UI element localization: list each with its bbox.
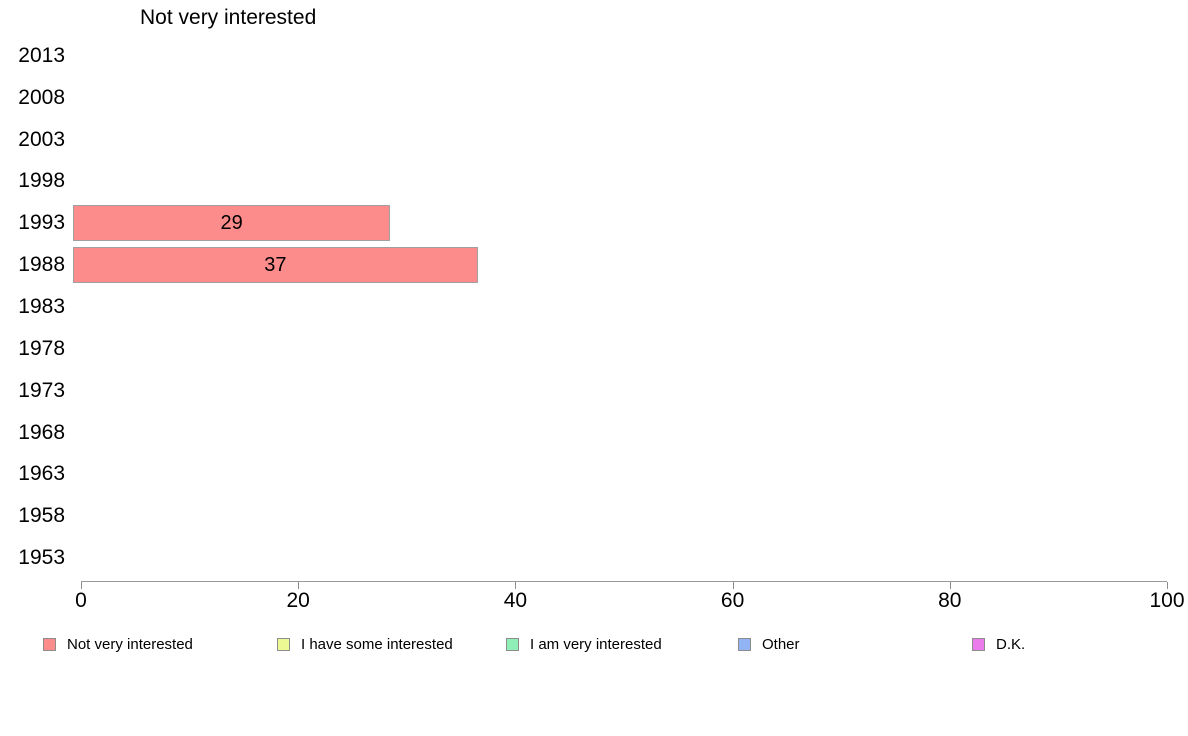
bar-track bbox=[73, 412, 1167, 454]
legend-label: Not very interested bbox=[67, 636, 193, 653]
bar-track: 37 bbox=[73, 244, 1167, 286]
y-axis-label: 2008 bbox=[18, 85, 65, 109]
y-axis-label: 2013 bbox=[18, 43, 65, 67]
legend-label: Other bbox=[762, 636, 800, 653]
bar: 29 bbox=[73, 205, 391, 242]
x-axis-tick-label: 60 bbox=[720, 589, 745, 612]
y-axis-label: 1993 bbox=[18, 211, 65, 235]
x-axis-tick-label: 80 bbox=[938, 589, 962, 612]
bar-track bbox=[73, 370, 1167, 412]
bar-track bbox=[73, 328, 1167, 370]
category-row: 1993 29 bbox=[0, 202, 1167, 244]
legend-item: Other bbox=[738, 636, 800, 653]
legend-item: I have some interested bbox=[277, 636, 453, 653]
y-axis-label: 1973 bbox=[18, 378, 65, 402]
y-axis-label: 1968 bbox=[18, 420, 65, 444]
legend-item: I am very interested bbox=[506, 636, 662, 653]
category-row: 1988 37 bbox=[0, 244, 1167, 286]
bar-value-label: 37 bbox=[264, 253, 287, 276]
bar-value-label: 29 bbox=[220, 211, 243, 234]
legend-swatch bbox=[277, 638, 290, 651]
x-axis-tick bbox=[1167, 582, 1168, 589]
bar-track bbox=[73, 35, 1167, 77]
bar-track: 29 bbox=[73, 202, 1167, 244]
x-axis-tick bbox=[949, 582, 951, 589]
bar-track bbox=[73, 161, 1167, 203]
legend-item: Not very interested bbox=[43, 636, 193, 653]
category-row: 2008 bbox=[0, 77, 1167, 119]
legend-swatch bbox=[506, 638, 519, 651]
bar-track bbox=[73, 286, 1167, 328]
bar: 37 bbox=[73, 247, 478, 284]
legend-label: D.K. bbox=[996, 636, 1026, 653]
x-axis-tick bbox=[298, 582, 300, 589]
category-row: 1953 bbox=[0, 537, 1167, 579]
category-row: 2003 bbox=[0, 119, 1167, 161]
legend-item: D.K. bbox=[972, 636, 1025, 653]
category-row: 1978 bbox=[0, 328, 1167, 370]
category-row: 1983 bbox=[0, 286, 1167, 328]
category-row: 2013 bbox=[0, 35, 1167, 77]
y-axis-label: 1998 bbox=[18, 169, 65, 193]
y-axis-label: 1963 bbox=[18, 462, 65, 486]
y-axis-label: 1978 bbox=[18, 336, 65, 360]
legend-swatch bbox=[738, 638, 751, 651]
x-axis-tick-label: 100 bbox=[1149, 589, 1185, 612]
legend-swatch bbox=[972, 638, 985, 651]
category-row: 1998 bbox=[0, 161, 1167, 203]
legend-label: I am very interested bbox=[530, 636, 662, 653]
category-row: 1958 bbox=[0, 495, 1167, 537]
y-axis-label: 1988 bbox=[18, 253, 65, 277]
x-axis-tick-label: 20 bbox=[286, 589, 310, 612]
y-axis-label: 1983 bbox=[18, 294, 65, 318]
x-axis-tick bbox=[732, 582, 734, 589]
category-row: 1973 bbox=[0, 370, 1167, 412]
bar-track bbox=[73, 537, 1167, 579]
y-axis-label: 1953 bbox=[18, 546, 65, 570]
legend-label: I have some interested bbox=[301, 636, 453, 653]
bar-track bbox=[73, 495, 1167, 537]
x-axis-tick bbox=[515, 582, 517, 589]
y-axis-label: 2003 bbox=[18, 127, 65, 151]
bar-track bbox=[73, 77, 1167, 119]
y-axis-label: 1958 bbox=[18, 504, 65, 528]
legend-swatch bbox=[43, 638, 56, 651]
category-row: 1968 bbox=[0, 412, 1167, 454]
category-row: 1963 bbox=[0, 453, 1167, 495]
bar-track bbox=[73, 119, 1167, 161]
x-axis-tick-label: 0 bbox=[75, 589, 87, 612]
x-axis-line bbox=[81, 581, 1167, 582]
x-axis-tick-label: 40 bbox=[503, 589, 528, 612]
plot-rows: 2013 2008 2003 1998 1993 29 1988 37 1983 1978 1973… bbox=[0, 35, 1167, 579]
bar-track bbox=[73, 453, 1167, 495]
chart-title: Not very interested bbox=[140, 6, 317, 29]
legend: Not very interested I have some intereste… bbox=[0, 636, 1188, 660]
x-axis-tick bbox=[81, 582, 82, 589]
